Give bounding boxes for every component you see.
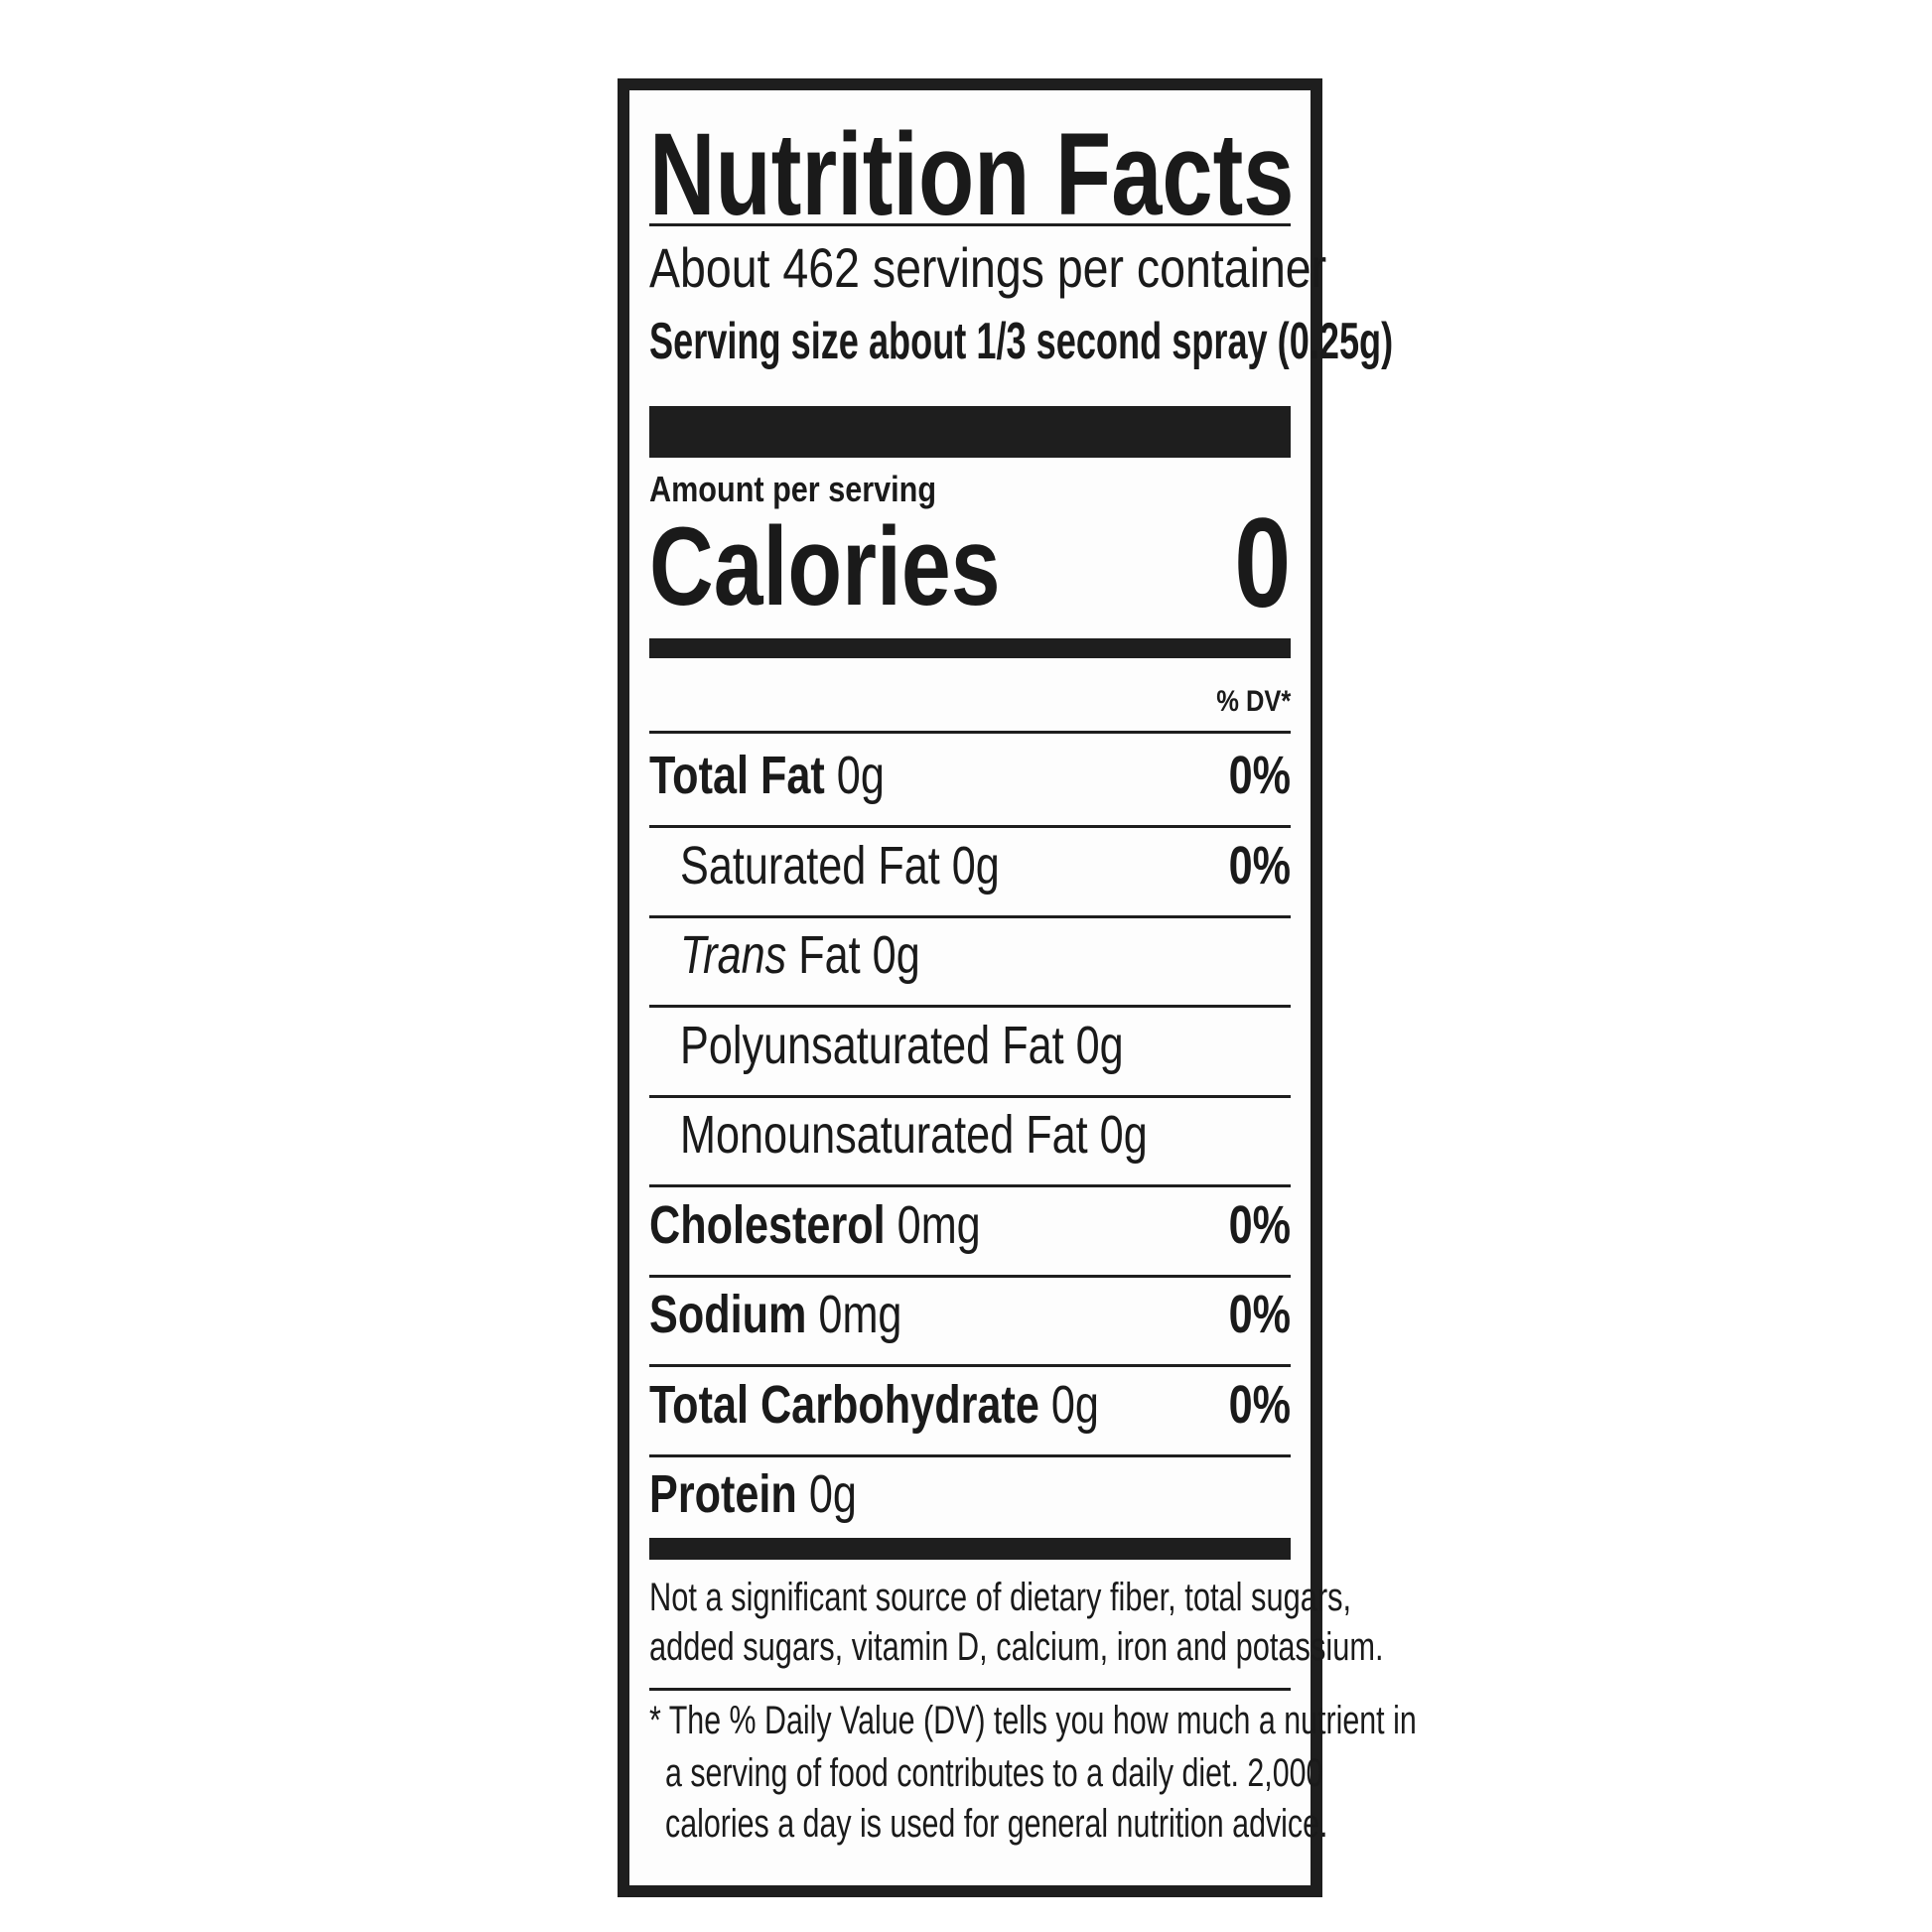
nutrient-name: Monounsaturated Fat 0g [680,1105,1148,1165]
amount-per-serving: Amount per serving [649,469,937,509]
not-significant-line: added sugars, vitamin D, calcium, iron a… [649,1625,1384,1669]
divider [649,1184,1291,1187]
nutrient-label: Saturated Fat [680,835,940,896]
divider [649,1688,1291,1691]
nutrient-name: Cholesterol 0mg [649,1195,981,1255]
nutrient-dv: 0% [1228,746,1291,805]
nutrient-label: Monounsaturated Fat [680,1105,1088,1165]
nutrient-dv: 0% [1228,1374,1291,1435]
footnote-line: * The % Daily Value (DV) tells you how m… [649,1699,1417,1742]
nutrient-label: Sodium [649,1285,807,1344]
nutrient-name: Total Carbohydrate 0g [649,1375,1099,1435]
nutrient-amount: 0g [951,835,1000,896]
nutrient-amount: 0g [872,925,920,985]
nutrient-name: Sodium 0mg [649,1285,901,1344]
nutrient-name: Protein 0g [649,1464,857,1524]
divider [649,1094,1291,1098]
nutrient-dv: 0% [1228,1285,1291,1344]
nutrient-dv: 0% [1228,835,1291,896]
thick-divider [649,1538,1291,1560]
nutrient-dv: 0% [1228,1194,1291,1255]
nutrient-label: Total Carbohydrate [649,1374,1039,1435]
servings-per-container: About 462 servings per container [649,236,1327,299]
footnote-line: calories a day is used for general nutri… [665,1802,1328,1846]
nutrition-facts-label: Nutrition Facts About 462 servings per c… [618,78,1417,1897]
nutrient-name: Polyunsaturated Fat 0g [680,1016,1124,1075]
nutrient-name: Trans Fat 0g [680,925,920,985]
calories-label: Calories [649,504,1001,628]
nutrient-amount: 0g [836,746,885,805]
divider [649,1453,1291,1457]
calories-value: 0 [1234,492,1291,634]
nutrient-name: Total Fat 0g [649,746,885,805]
nutrient-amount: 0mg [897,1194,981,1255]
nutrient-label: Total Fat [649,746,825,805]
not-significant-line: Not a significant source of dietary fibe… [649,1576,1352,1619]
dv-header: % DV* [1215,685,1291,718]
divider [649,825,1291,828]
nutrient-label: Trans [680,925,787,985]
divider [649,223,1291,226]
nutrient-amount: 0g [808,1464,857,1524]
divider [649,1274,1291,1278]
nutrient-amount: 0mg [818,1285,902,1344]
nutrient-label-suffix: Fat [798,925,861,985]
divider [649,914,1291,918]
nutrient-name: Saturated Fat 0g [680,836,1000,896]
nutrient-amount: 0g [1099,1105,1148,1165]
divider [649,1364,1291,1367]
thick-divider [649,638,1291,658]
nutrient-label: Polyunsaturated Fat [680,1015,1064,1075]
label-title: Nutrition Facts [649,109,1295,240]
footnote-line: a serving of food contributes to a daily… [665,1751,1323,1795]
nutrient-amount: 0g [1075,1015,1124,1075]
nutrient-amount: 0g [1050,1374,1099,1435]
nutrient-label: Protein [649,1464,797,1524]
nutrient-label: Cholesterol [649,1194,886,1255]
thick-divider [649,406,1291,458]
divider [649,1005,1291,1008]
serving-size: Serving size about 1/3 second spray (0.2… [649,313,1394,370]
divider [649,731,1291,734]
